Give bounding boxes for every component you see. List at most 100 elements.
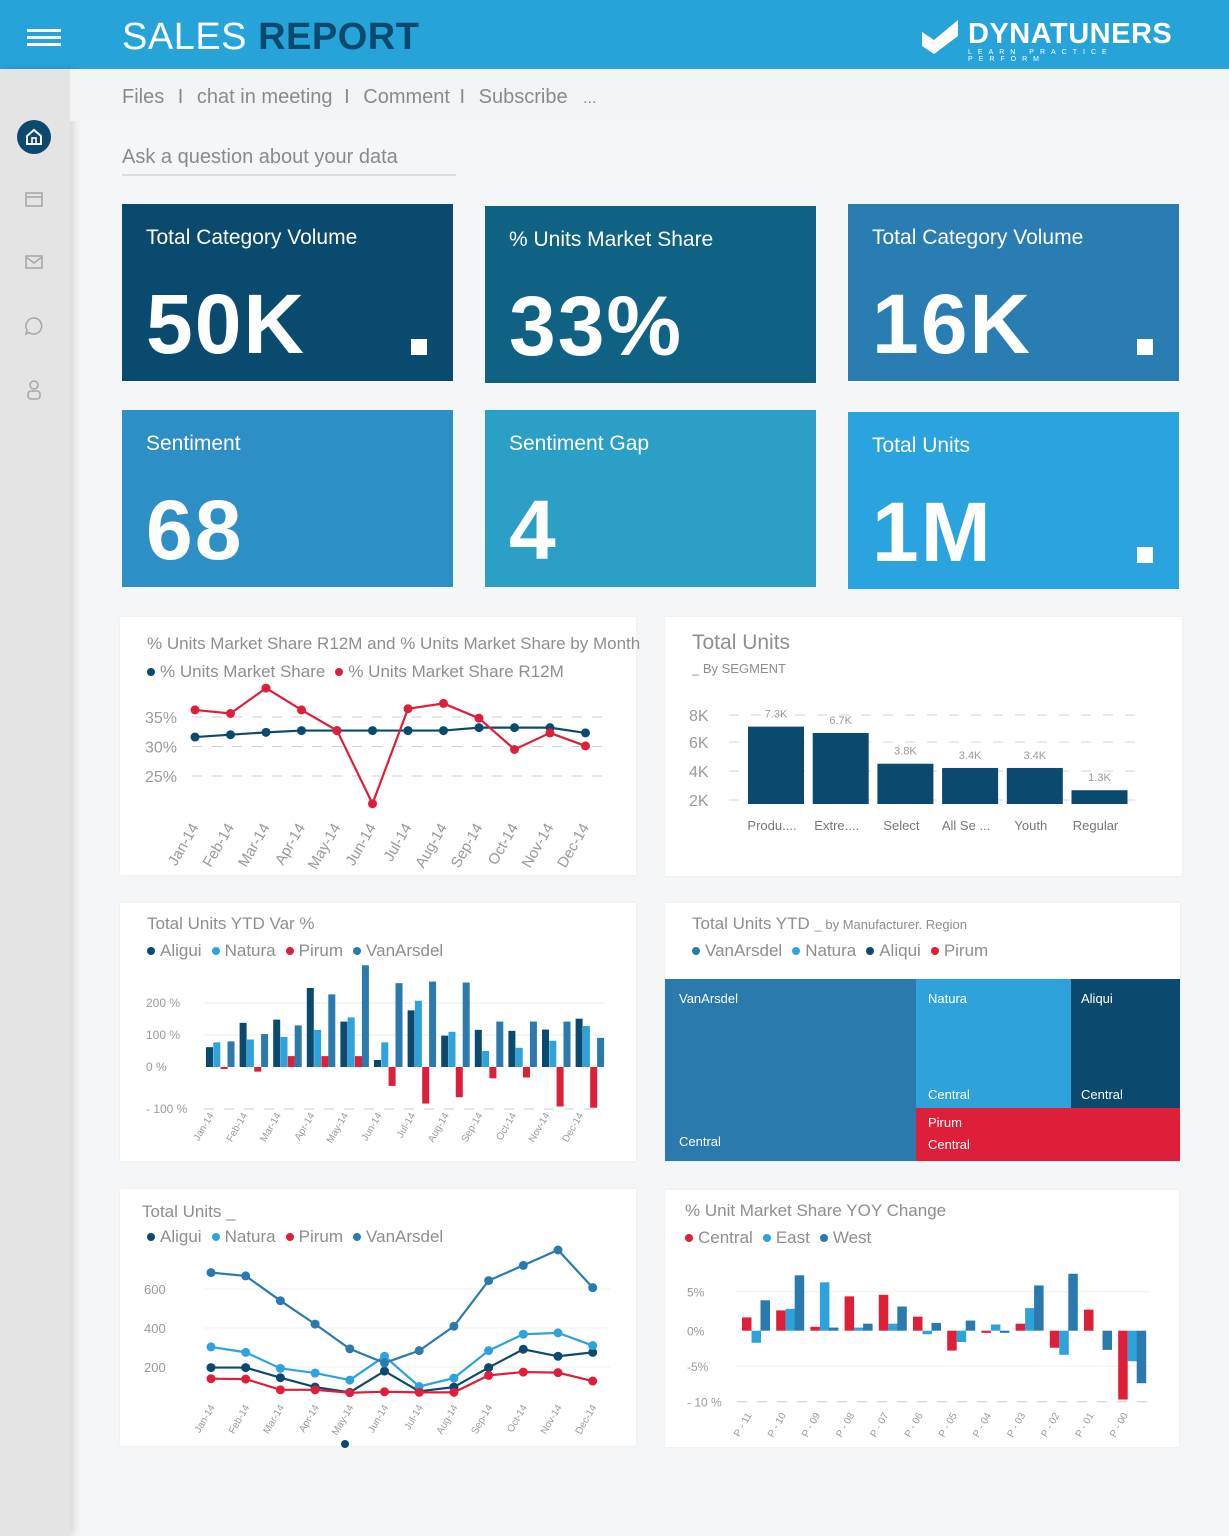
data-point xyxy=(518,1344,528,1354)
data-point xyxy=(588,1376,598,1386)
treemap-cell-aliqui[interactable]: Aliqui Central xyxy=(1071,979,1180,1108)
legend-item[interactable]: VanArsdel xyxy=(353,1227,443,1246)
data-point xyxy=(403,704,413,714)
legend-item[interactable]: Aligui xyxy=(147,941,202,960)
y-tick-label: 8K xyxy=(689,708,709,725)
data-point xyxy=(588,1347,598,1357)
bar xyxy=(854,1327,864,1331)
kpi-title: Total Category Volume xyxy=(146,226,358,249)
data-point xyxy=(206,1342,216,1352)
x-tick-label: Nov-14 xyxy=(519,821,558,871)
bar xyxy=(1084,1309,1094,1331)
data-point xyxy=(588,1341,598,1351)
data-point xyxy=(414,1387,424,1397)
legend-item[interactable]: West xyxy=(819,1228,871,1247)
y-tick-label: 200 xyxy=(144,1360,166,1375)
y-tick-label: 0% xyxy=(687,1325,705,1339)
bar xyxy=(489,1067,497,1079)
x-tick-label: P - 07 xyxy=(869,1411,892,1440)
data-point xyxy=(484,1363,494,1373)
bar xyxy=(1136,1330,1147,1384)
bar xyxy=(1034,1285,1044,1331)
legend-item[interactable]: VanArsdel xyxy=(353,941,443,960)
bar xyxy=(306,987,314,1067)
legend-item[interactable]: Aliqui xyxy=(866,941,921,960)
x-tick-label: Apr-14 xyxy=(297,1403,322,1435)
treemap-cell-vanarsdel[interactable]: VanArsdel Central xyxy=(665,979,916,1161)
kpi-marker xyxy=(411,339,427,355)
x-tick-label: Jun-14 xyxy=(366,1403,391,1435)
kpi-title: Total Units xyxy=(872,434,971,457)
nav-subscribe[interactable]: Subscribe xyxy=(478,86,568,108)
legend-dot-icon xyxy=(147,1232,155,1241)
treemap-cell-natura[interactable]: Natura Central xyxy=(916,979,1071,1108)
bar xyxy=(575,1018,583,1067)
kpi-title: Sentiment xyxy=(146,432,241,455)
data-point xyxy=(345,1344,355,1354)
legend-item[interactable]: East xyxy=(762,1228,810,1247)
bar xyxy=(785,1308,796,1331)
sidebar-item-home[interactable] xyxy=(17,120,51,154)
sidebar-item-mail[interactable] xyxy=(17,245,51,279)
data-point xyxy=(310,1319,320,1329)
bar xyxy=(556,1067,564,1107)
y-tick-label: -5% xyxy=(687,1360,709,1374)
qa-search-input[interactable] xyxy=(122,140,456,176)
legend-item[interactable]: Pirum xyxy=(285,1227,343,1246)
legend-item[interactable]: Natura xyxy=(211,1227,276,1246)
sidebar-item-calendar[interactable] xyxy=(17,182,51,216)
x-tick-label: Aug-14 xyxy=(412,821,451,871)
data-point xyxy=(241,1374,251,1384)
page-indicator-dot[interactable] xyxy=(341,1440,349,1448)
kpi-title: % Units Market Share xyxy=(509,228,714,251)
x-tick-label: Apr-14 xyxy=(272,821,309,868)
legend-item[interactable]: Aligui xyxy=(147,1227,202,1246)
bar xyxy=(819,1282,830,1331)
kpi-tile[interactable]: % Units Market Share 33% xyxy=(485,206,816,383)
data-point xyxy=(275,1363,285,1373)
legend-item[interactable]: VanArsdel xyxy=(692,941,782,960)
nav-comment[interactable]: Comment xyxy=(363,86,450,108)
bar xyxy=(328,994,336,1067)
legend-item[interactable]: % Units Market Share R12M xyxy=(335,662,564,681)
bar xyxy=(482,1051,490,1067)
bar xyxy=(582,1026,590,1067)
legend-item[interactable]: Pirum xyxy=(930,941,988,960)
chart-title: Total Units _ xyxy=(142,1202,236,1221)
bar xyxy=(913,1316,923,1331)
x-tick-label: Jul-14 xyxy=(395,1111,418,1140)
bar xyxy=(563,1021,571,1067)
segment-chart-svg: 8K 6K 4K 2K 7.3K Produ.... 6.7K Extre.... 3.8K Se… xyxy=(689,708,1145,833)
legend-item[interactable]: Central xyxy=(685,1228,753,1247)
x-tick-label: Feb-14 xyxy=(225,1111,251,1144)
legend-item[interactable]: Pirum xyxy=(285,941,343,960)
data-point xyxy=(380,1351,389,1361)
chart-legend: VanArsdel Natura Aliqui Pirum xyxy=(692,941,998,961)
bar xyxy=(844,1296,855,1331)
sidebar-item-chat[interactable] xyxy=(17,309,51,343)
treemap-cell-pirum[interactable]: Pirum Central xyxy=(916,1108,1180,1161)
legend-dot-icon xyxy=(147,946,155,955)
data-label: 1.3K xyxy=(1088,772,1111,784)
nav-chat-in-meeting[interactable]: chat in meeting xyxy=(196,86,333,108)
y-tick-label: 400 xyxy=(144,1321,166,1336)
kpi-tile[interactable]: Total Units 1M xyxy=(848,412,1179,589)
bar xyxy=(294,1025,302,1067)
legend-item[interactable]: Natura xyxy=(792,941,856,960)
nav-files[interactable]: Files xyxy=(122,86,165,108)
sidebar-item-user[interactable] xyxy=(17,373,51,407)
legend-dot-icon xyxy=(819,1233,828,1242)
data-point xyxy=(581,741,590,751)
kpi-tile[interactable]: Sentiment Gap 4 xyxy=(485,410,816,587)
kpi-tile[interactable]: Total Category Volume 50K xyxy=(122,204,453,381)
legend-item[interactable]: Natura xyxy=(211,941,276,960)
nav-more-button[interactable]: ... xyxy=(583,90,597,107)
chart-title: % Unit Market Share YOY Change xyxy=(685,1201,947,1220)
legend-item[interactable]: % Units Market Share xyxy=(147,662,325,681)
data-point xyxy=(332,726,342,736)
series-line xyxy=(194,726,586,739)
kpi-tile[interactable]: Total Category Volume 16K xyxy=(848,204,1179,381)
kpi-tile[interactable]: Sentiment 68 xyxy=(122,410,453,587)
series-line xyxy=(194,686,586,807)
hamburger-icon[interactable] xyxy=(27,29,61,47)
